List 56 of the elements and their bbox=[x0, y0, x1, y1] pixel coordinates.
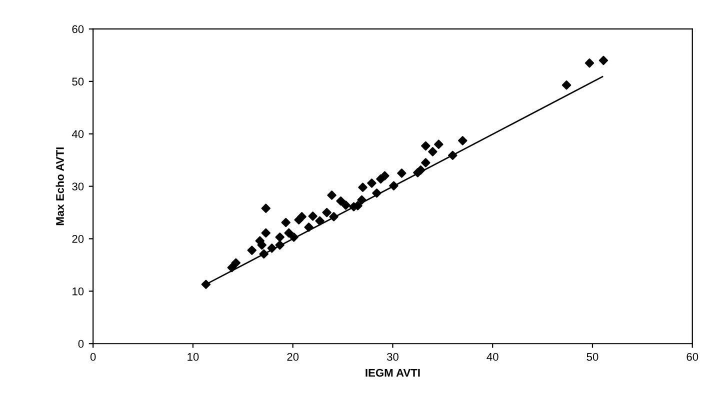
point bbox=[231, 258, 241, 268]
y-tick-label: 0 bbox=[78, 340, 84, 348]
point bbox=[261, 228, 270, 238]
y-tick-label: 10 bbox=[72, 287, 84, 296]
point bbox=[341, 200, 350, 210]
point bbox=[308, 212, 318, 221]
point bbox=[297, 212, 306, 222]
point bbox=[327, 190, 336, 200]
point bbox=[367, 178, 376, 188]
point bbox=[247, 246, 257, 255]
point bbox=[329, 212, 338, 222]
point bbox=[259, 249, 268, 259]
point bbox=[562, 80, 572, 90]
point bbox=[448, 150, 458, 160]
point bbox=[416, 165, 426, 175]
point bbox=[434, 140, 444, 149]
x-tick-label: 0 bbox=[90, 352, 96, 361]
point bbox=[336, 196, 346, 206]
x-axis-title: IEGM AVTI bbox=[366, 368, 420, 377]
point bbox=[389, 181, 398, 190]
y-tick-label: 50 bbox=[72, 78, 84, 86]
point bbox=[322, 208, 332, 218]
point bbox=[584, 58, 594, 68]
point bbox=[289, 232, 298, 242]
point bbox=[397, 168, 406, 178]
x-tick-label: 10 bbox=[188, 352, 199, 361]
point bbox=[281, 218, 290, 228]
x-tick-label: 60 bbox=[686, 352, 698, 361]
point bbox=[201, 280, 211, 289]
point bbox=[421, 158, 430, 168]
x-tick-label: 30 bbox=[386, 352, 398, 361]
point bbox=[357, 195, 366, 205]
point bbox=[275, 240, 284, 250]
point bbox=[372, 188, 382, 198]
point bbox=[358, 182, 368, 192]
point bbox=[284, 228, 294, 238]
point bbox=[598, 56, 608, 66]
x-tick-label: 20 bbox=[287, 352, 299, 361]
y-axis-title: Max Echo AVTI bbox=[56, 148, 64, 226]
y-tick-label: 60 bbox=[72, 25, 84, 34]
point bbox=[428, 147, 438, 156]
point bbox=[380, 171, 390, 180]
point bbox=[304, 222, 314, 232]
point bbox=[255, 236, 265, 246]
x-tick-label: 50 bbox=[586, 352, 598, 361]
point bbox=[315, 216, 324, 226]
point bbox=[421, 141, 430, 151]
y-tick-label: 20 bbox=[72, 235, 84, 243]
point bbox=[267, 244, 276, 253]
point bbox=[261, 204, 270, 213]
y-tick-label: 30 bbox=[72, 182, 84, 190]
point bbox=[275, 232, 284, 242]
x-tick-label: 40 bbox=[486, 352, 498, 361]
point bbox=[227, 262, 237, 272]
point bbox=[458, 136, 468, 146]
y-tick-label: 40 bbox=[72, 130, 84, 138]
